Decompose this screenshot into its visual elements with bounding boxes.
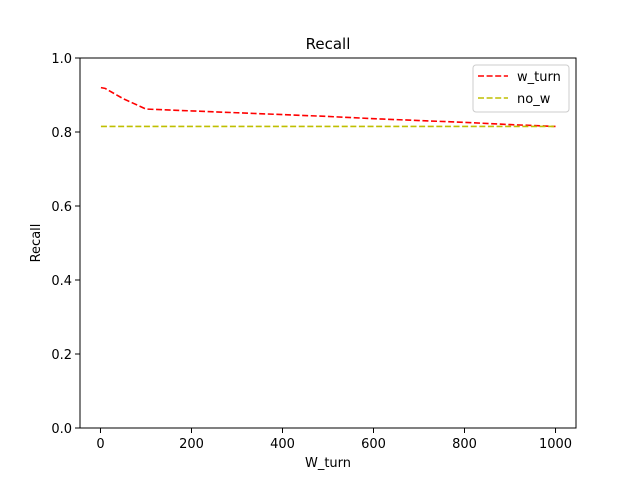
y-tick-label: 1.0 <box>51 52 72 67</box>
y-axis-label: Recall <box>29 224 44 263</box>
x-tick-label: 400 <box>270 437 295 452</box>
y-axis: 0.0 0.2 0.4 0.6 0.8 1.0 <box>51 52 80 437</box>
x-tick-label: 1000 <box>539 437 572 452</box>
x-tick-label: 600 <box>361 437 386 452</box>
legend: w_turn no_w <box>472 64 570 113</box>
y-tick-label: 0.6 <box>51 200 72 215</box>
plot-area <box>79 57 577 429</box>
series-layer <box>100 86 556 128</box>
y-tick-label: 0.0 <box>51 422 72 437</box>
plot-frame <box>79 57 577 429</box>
x-tick-label: 800 <box>452 437 477 452</box>
chart-title: Recall <box>306 35 351 53</box>
x-tick-label: 0 <box>96 437 104 452</box>
legend-label: no_w <box>517 92 551 107</box>
plot-background <box>80 58 576 428</box>
y-tick-label: 0.4 <box>51 274 72 289</box>
x-tick-label: 200 <box>179 437 204 452</box>
y-tick-label: 0.2 <box>51 348 72 363</box>
x-axis-label: W_turn <box>305 456 351 471</box>
x-axis: 0 200 400 600 800 1000 <box>96 428 572 452</box>
y-tick-label: 0.8 <box>51 126 72 141</box>
legend-label: w_turn <box>517 70 561 85</box>
